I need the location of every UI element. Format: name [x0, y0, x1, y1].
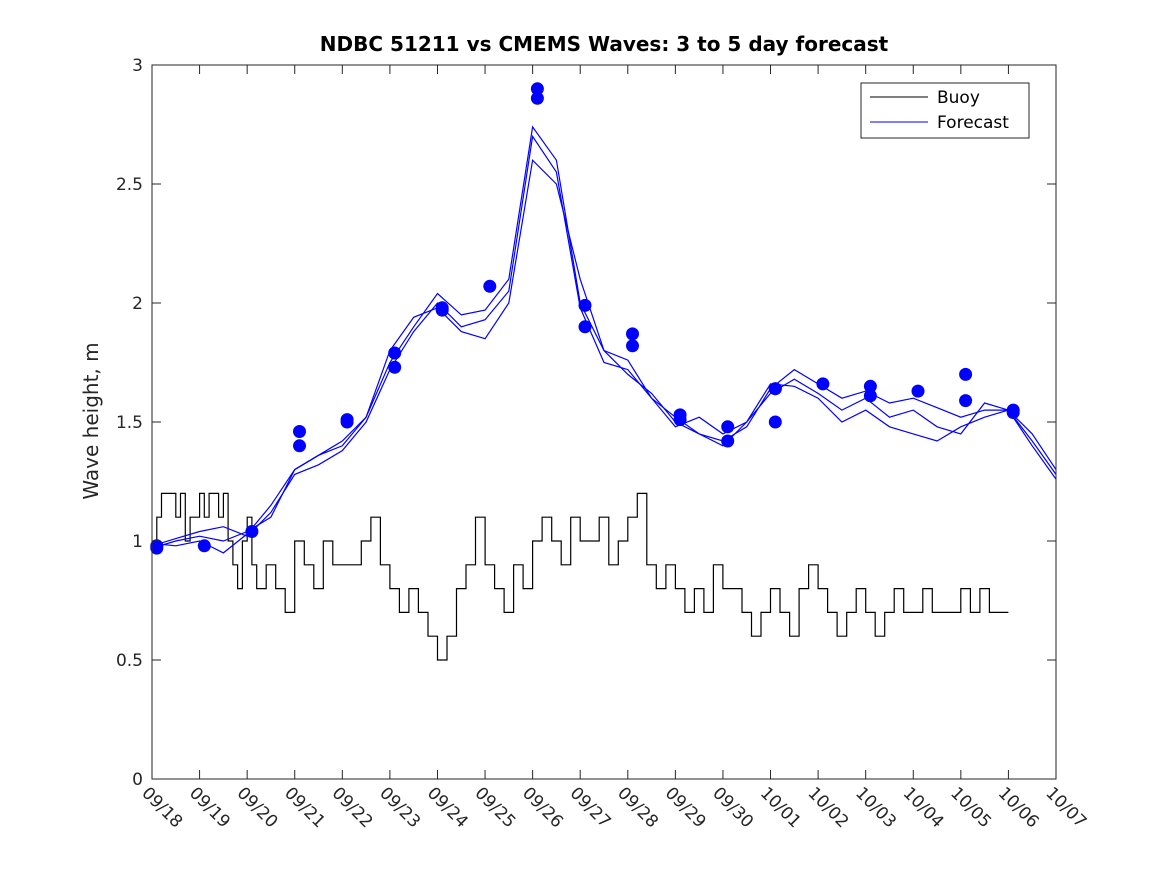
- forecast-marker: [959, 367, 973, 381]
- y-tick-label: 2: [132, 294, 143, 314]
- forecast-marker: [530, 82, 544, 96]
- forecast-marker: [863, 379, 877, 393]
- y-axis-label: Wave height, m: [79, 342, 103, 499]
- forecast-marker: [721, 420, 735, 434]
- y-tick-label: 1: [132, 532, 143, 552]
- forecast-marker: [673, 413, 687, 427]
- legend-buoy-label: Buoy: [937, 88, 980, 108]
- forecast-marker: [293, 425, 306, 438]
- forecast-marker: [911, 384, 925, 398]
- forecast-marker: [768, 382, 782, 396]
- forecast-marker: [150, 539, 164, 553]
- legend-box: [860, 82, 1030, 139]
- legend: Buoy Forecast: [860, 82, 1030, 139]
- legend-forecast-label: Forecast: [937, 113, 1009, 133]
- forecast-marker: [578, 298, 592, 312]
- forecast-marker: [1006, 406, 1020, 419]
- forecast-marker: [483, 279, 497, 293]
- y-tick-label: 3: [132, 56, 143, 76]
- forecast-marker: [340, 413, 354, 427]
- forecast-marker: [245, 525, 259, 538]
- chart-title: NDBC 51211 vs CMEMS Waves: 3 to 5 day fo…: [320, 32, 889, 56]
- y-tick-label: 0: [132, 770, 143, 790]
- forecast-marker: [388, 346, 402, 360]
- forecast-marker: [959, 394, 973, 408]
- forecast-marker: [768, 415, 782, 429]
- forecast-marker: [197, 539, 211, 553]
- forecast-marker: [626, 327, 639, 341]
- plot-layer: [150, 82, 1057, 661]
- forecast-marker: [626, 339, 639, 353]
- series-line-2: [151, 134, 1057, 547]
- forecast-marker: [578, 320, 592, 334]
- forecast-marker: [721, 434, 735, 448]
- forecast-marker: [293, 439, 306, 453]
- series-line-3: [151, 158, 1057, 554]
- forecast-marker: [388, 360, 402, 374]
- y-tick-label: 2.5: [116, 175, 143, 195]
- forecast-marker: [863, 389, 877, 403]
- forecast-marker: [530, 91, 544, 105]
- series-line-0: [152, 492, 1009, 661]
- forecast-marker: [435, 303, 449, 317]
- y-tick-label: 0.5: [116, 651, 143, 671]
- forecast-marker: [816, 377, 830, 391]
- y-tick-label: 1.5: [116, 413, 143, 433]
